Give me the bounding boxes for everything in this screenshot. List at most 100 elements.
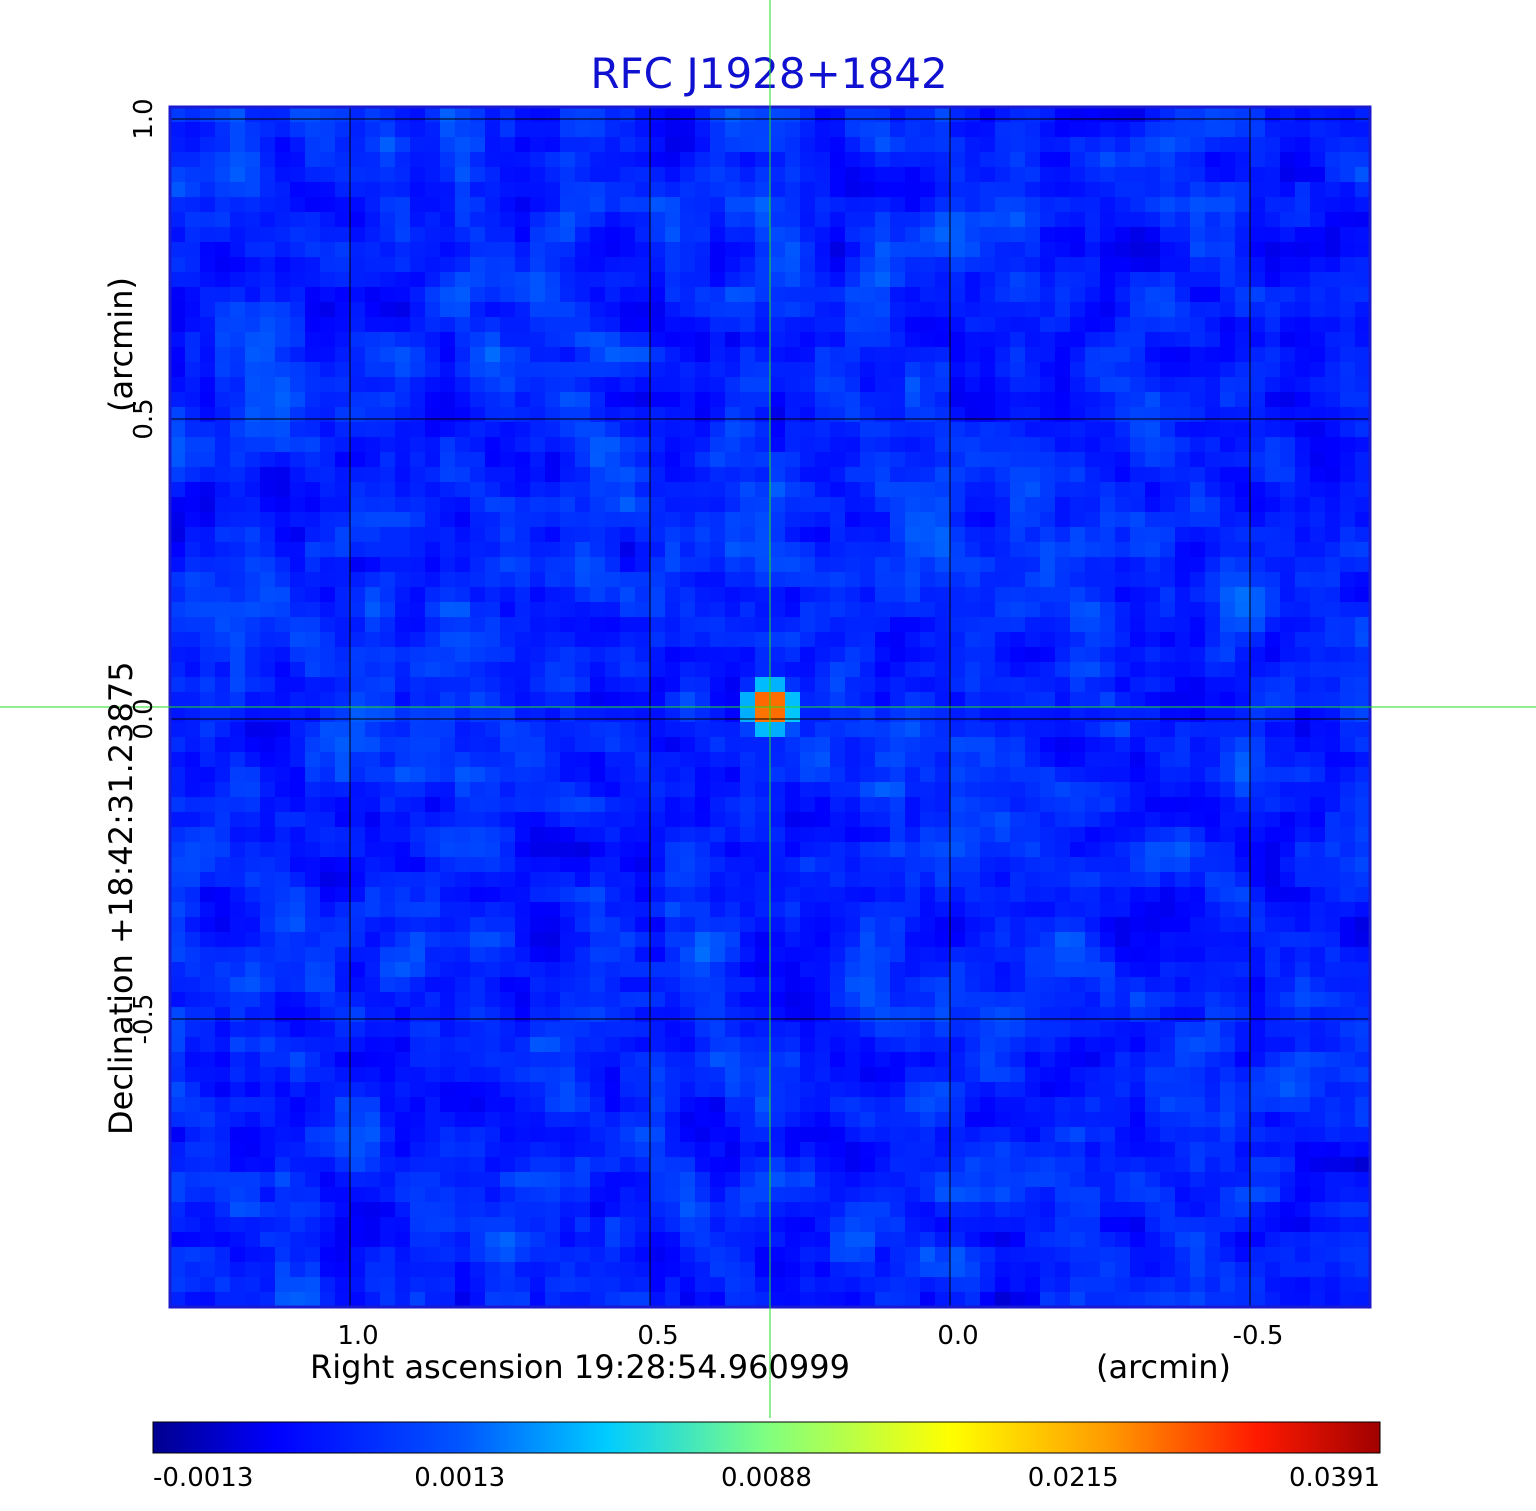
image-pixel (650, 422, 666, 438)
image-pixel (290, 137, 306, 153)
image-pixel (980, 437, 996, 453)
image-pixel (785, 767, 801, 783)
image-pixel (965, 407, 981, 423)
image-pixel (1265, 812, 1281, 828)
image-pixel (365, 737, 381, 753)
image-pixel (335, 152, 351, 168)
image-pixel (590, 752, 606, 768)
image-pixel (695, 917, 711, 933)
image-pixel (1355, 782, 1371, 798)
image-pixel (425, 347, 441, 363)
image-pixel (770, 107, 786, 123)
image-pixel (455, 467, 471, 483)
image-pixel (1295, 362, 1311, 378)
image-pixel (440, 722, 456, 738)
image-pixel (635, 1007, 651, 1023)
image-pixel (470, 137, 486, 153)
image-pixel (950, 632, 966, 648)
image-pixel (1040, 977, 1056, 993)
image-pixel (605, 692, 621, 708)
image-pixel (1010, 1022, 1026, 1038)
image-pixel (875, 617, 891, 633)
image-pixel (200, 632, 216, 648)
image-pixel (305, 602, 321, 618)
image-pixel (260, 527, 276, 543)
image-pixel (365, 962, 381, 978)
image-pixel (965, 272, 981, 288)
image-pixel (710, 677, 726, 693)
image-pixel (620, 392, 636, 408)
image-pixel (800, 872, 816, 888)
image-pixel (1175, 242, 1191, 258)
image-pixel (305, 842, 321, 858)
image-pixel (230, 317, 246, 333)
image-pixel (260, 557, 276, 573)
image-pixel (230, 662, 246, 678)
image-pixel (830, 497, 846, 513)
image-pixel (290, 122, 306, 138)
image-pixel (410, 647, 426, 663)
image-pixel (1070, 137, 1086, 153)
image-pixel (320, 647, 336, 663)
image-pixel (845, 1022, 861, 1038)
image-pixel (215, 497, 231, 513)
image-pixel (605, 782, 621, 798)
image-pixel (1340, 452, 1356, 468)
image-pixel (515, 617, 531, 633)
image-pixel (365, 572, 381, 588)
image-pixel (545, 842, 561, 858)
image-pixel (1040, 812, 1056, 828)
image-pixel (710, 332, 726, 348)
image-pixel (215, 152, 231, 168)
image-pixel (680, 302, 696, 318)
image-pixel (920, 1007, 936, 1023)
image-pixel (1250, 212, 1266, 228)
image-pixel (665, 722, 681, 738)
image-pixel (665, 122, 681, 138)
image-pixel (650, 887, 666, 903)
image-pixel (1235, 782, 1251, 798)
image-pixel (320, 617, 336, 633)
image-pixel (350, 212, 366, 228)
image-pixel (1340, 932, 1356, 948)
image-pixel (665, 332, 681, 348)
image-pixel (635, 587, 651, 603)
image-pixel (500, 452, 516, 468)
image-pixel (800, 437, 816, 453)
image-pixel (215, 1022, 231, 1038)
image-pixel (1205, 872, 1221, 888)
image-pixel (725, 647, 741, 663)
image-pixel (1130, 932, 1146, 948)
image-pixel (545, 617, 561, 633)
image-pixel (1010, 557, 1026, 573)
image-pixel (500, 137, 516, 153)
image-pixel (245, 197, 261, 213)
image-pixel (170, 242, 186, 258)
image-pixel (650, 1007, 666, 1023)
image-pixel (1130, 902, 1146, 918)
image-pixel (845, 692, 861, 708)
image-pixel (1235, 242, 1251, 258)
image-pixel (1115, 227, 1131, 243)
image-pixel (260, 992, 276, 1008)
image-pixel (515, 152, 531, 168)
image-pixel (935, 662, 951, 678)
image-pixel (1145, 752, 1161, 768)
image-pixel (965, 782, 981, 798)
image-pixel (380, 107, 396, 123)
image-pixel (770, 287, 786, 303)
image-pixel (200, 347, 216, 363)
image-pixel (1055, 257, 1071, 273)
image-pixel (1025, 902, 1041, 918)
image-pixel (455, 662, 471, 678)
image-pixel (695, 692, 711, 708)
image-pixel (500, 122, 516, 138)
image-pixel (425, 1007, 441, 1023)
image-pixel (1175, 617, 1191, 633)
image-pixel (395, 242, 411, 258)
image-pixel (1055, 857, 1071, 873)
image-pixel (1235, 677, 1251, 693)
image-pixel (305, 737, 321, 753)
image-pixel (1085, 212, 1101, 228)
image-pixel (950, 902, 966, 918)
